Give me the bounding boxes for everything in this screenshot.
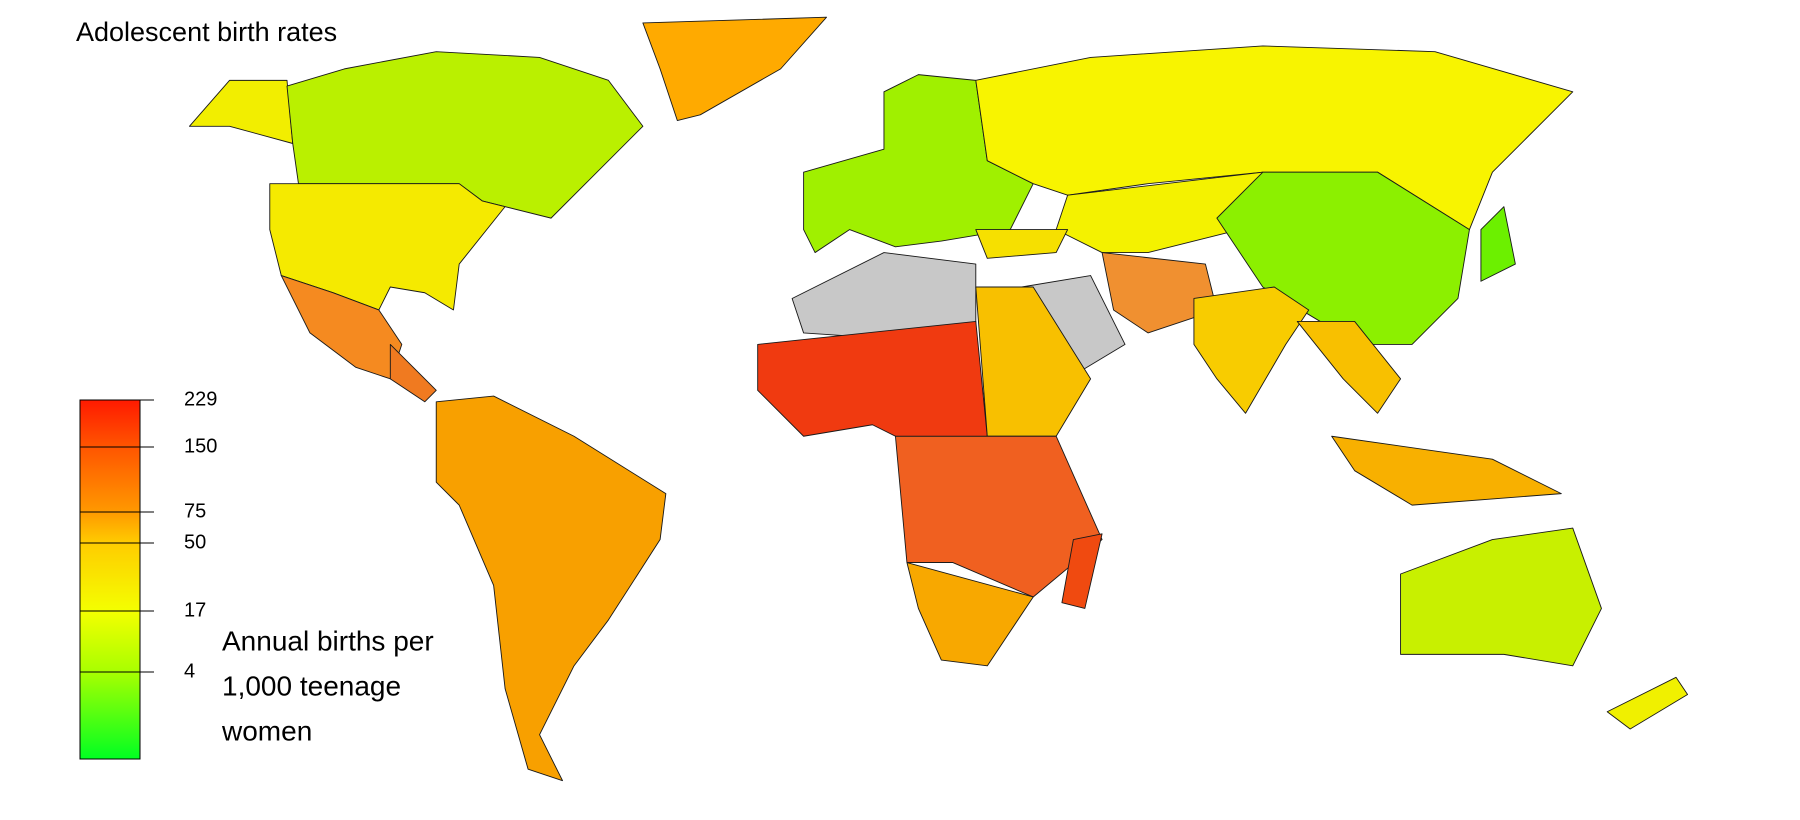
southeast-asia: [1296, 320, 1402, 414]
turkey: [975, 229, 1069, 259]
scale-tick-label: 229: [184, 388, 217, 410]
scale-tick-label: 75: [184, 500, 206, 522]
map-title: Adolescent birth rates: [76, 17, 337, 47]
indonesia: [1331, 435, 1562, 506]
japan: [1480, 206, 1516, 282]
central-america: [389, 343, 437, 403]
india: [1193, 286, 1310, 414]
north-africa: [791, 252, 977, 345]
new-zealand: [1606, 676, 1689, 730]
color-scale: [79, 399, 141, 760]
scale-tick-label: 150: [184, 435, 217, 457]
east-africa: [975, 286, 1092, 437]
australia: [1400, 527, 1602, 667]
scale-tick-label: 4: [184, 660, 195, 682]
southern-africa: [906, 562, 1034, 667]
scale-caption: 1,000 teenage: [222, 670, 401, 701]
world-map: [188, 16, 1689, 782]
scale-caption: women: [221, 715, 312, 746]
scale-caption: Annual births per: [222, 625, 434, 656]
south-america: [435, 395, 667, 782]
europe: [803, 74, 1034, 254]
scale-tick-label: 17: [184, 599, 206, 621]
greenland: [642, 16, 828, 121]
scale-tick-label: 50: [184, 531, 206, 553]
madagascar: [1061, 533, 1103, 609]
sahel: [757, 320, 988, 449]
iran-pakistan: [1101, 252, 1218, 334]
alaska: [188, 79, 294, 144]
